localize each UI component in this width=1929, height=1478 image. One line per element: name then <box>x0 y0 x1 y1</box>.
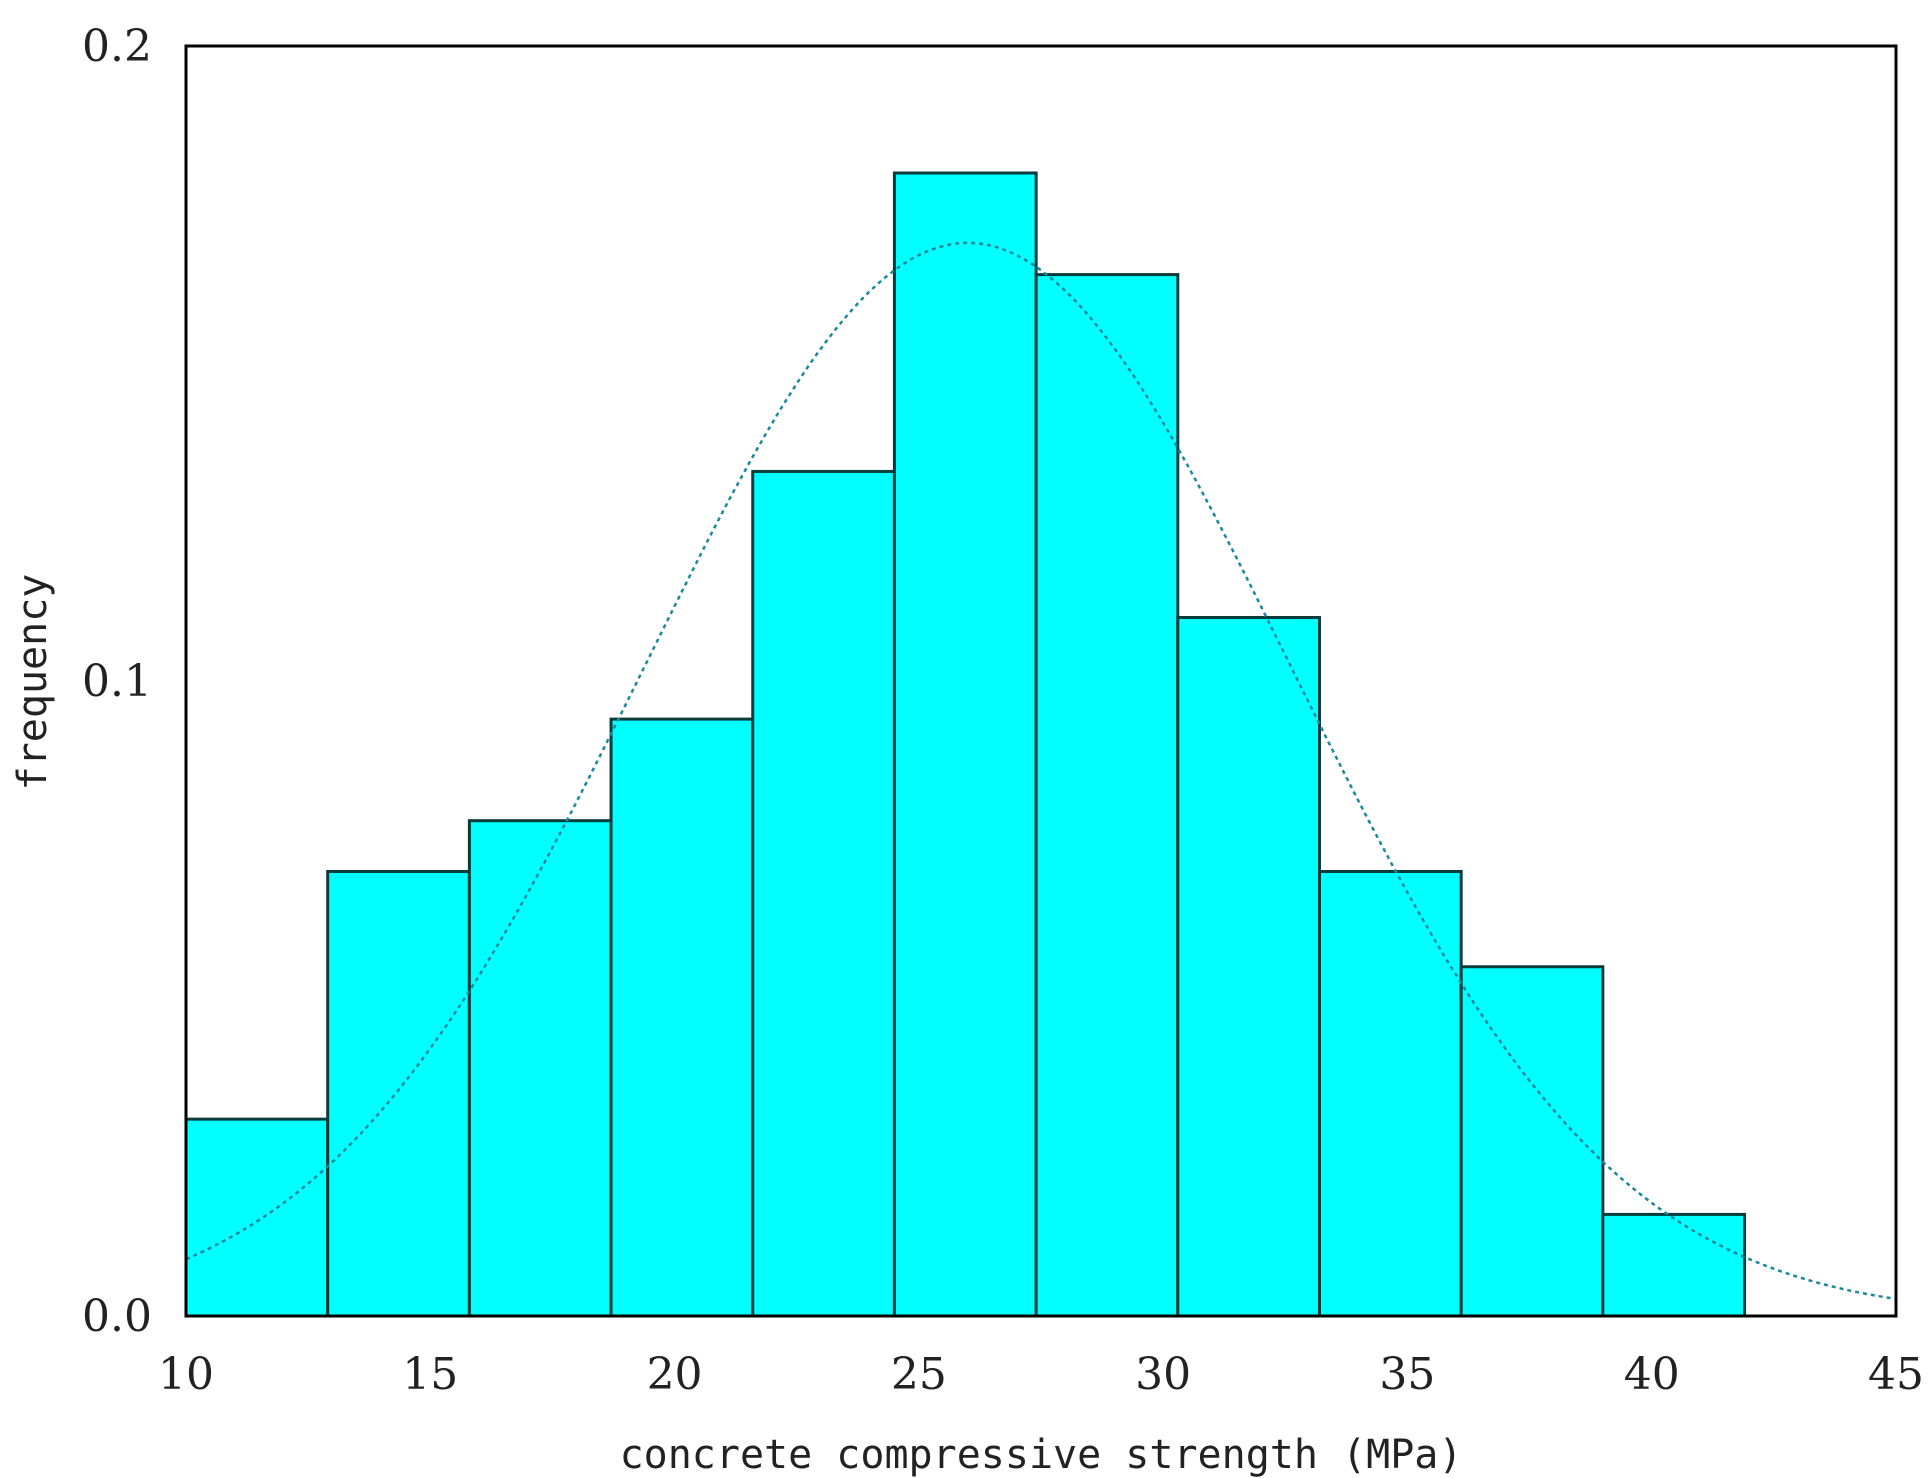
y-tick-label: 0.2 <box>82 21 152 72</box>
histogram-bar-2 <box>326 870 471 1318</box>
x-tick-label: 20 <box>647 1349 703 1400</box>
histogram-bar-1 <box>184 1117 330 1318</box>
normal-fit-curve <box>185 241 1897 1301</box>
y-tick-label: 0.1 <box>82 656 152 707</box>
x-tick-label: 35 <box>1379 1349 1435 1400</box>
histogram-bar-3 <box>467 819 613 1318</box>
plot-frame <box>184 44 1898 1318</box>
y-axis-ticks: 0.0 0.1 0.2 <box>82 21 152 1342</box>
histogram-bar-11 <box>1601 1212 1747 1318</box>
histogram-bars <box>184 171 1747 1318</box>
histogram-bar-8 <box>1176 616 1321 1318</box>
histogram-bar-7 <box>1034 273 1180 1318</box>
y-axis-title: frequency <box>10 574 56 791</box>
x-tick-label: 15 <box>402 1349 458 1400</box>
histogram-bar-9 <box>1317 870 1463 1318</box>
x-axis-title: concrete compressive strength (MPa) <box>620 1432 1463 1478</box>
y-tick-label: 0.0 <box>82 1291 152 1342</box>
histogram-bar-5 <box>751 469 896 1318</box>
x-tick-label: 40 <box>1624 1349 1680 1400</box>
x-tick-label: 10 <box>158 1349 214 1400</box>
normal-fit-curve-group <box>185 241 1897 1301</box>
x-axis-ticks: 10 15 20 25 30 35 40 45 <box>158 1349 1924 1400</box>
histogram-bar-10 <box>1459 965 1605 1318</box>
histogram-bar-6 <box>892 171 1038 1318</box>
x-tick-label: 30 <box>1135 1349 1191 1400</box>
x-tick-label: 25 <box>891 1349 947 1400</box>
histogram-bar-4 <box>609 717 755 1318</box>
x-tick-label: 45 <box>1868 1349 1924 1400</box>
